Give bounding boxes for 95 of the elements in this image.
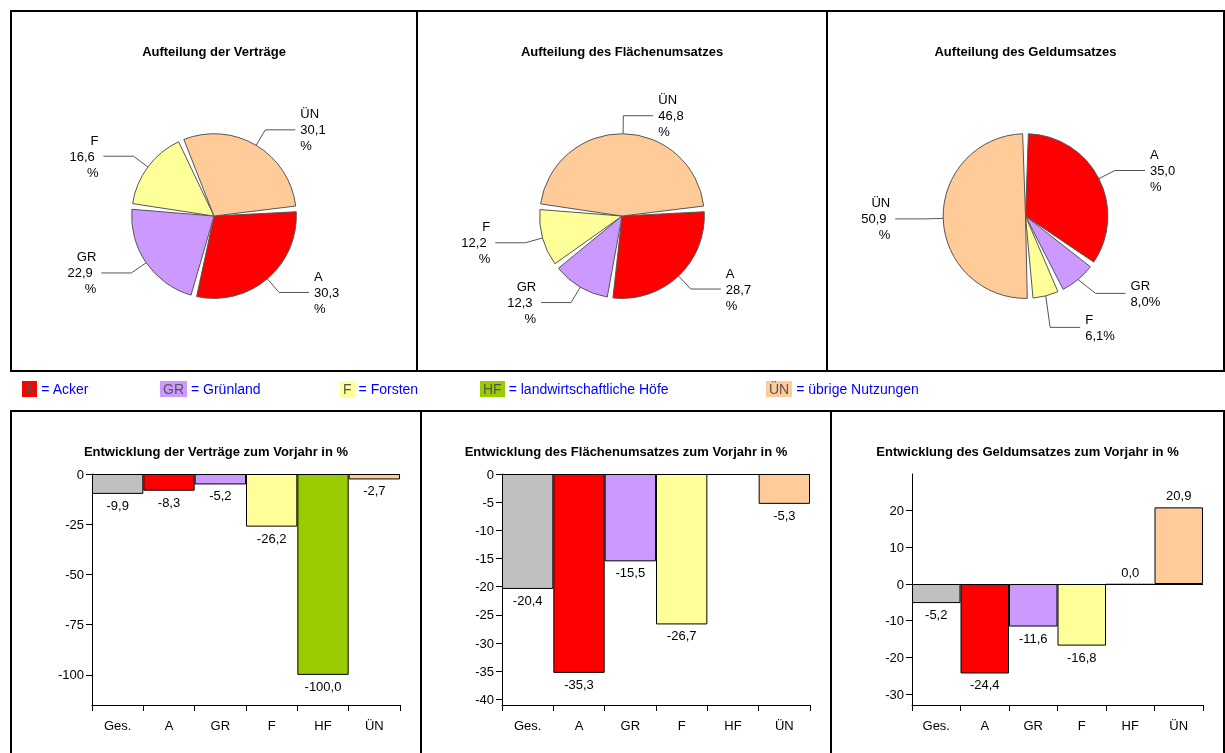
chart-title: Entwicklung der Verträge zum Vorjahr in % (83, 444, 349, 459)
slice-label: ÜN (300, 106, 320, 122)
data-label: 6,1% (1085, 327, 1116, 343)
data-label: 50,9 % (861, 211, 891, 243)
y-tick-label: 0 (76, 466, 84, 482)
chart-title: Aufteilung der Verträge (142, 44, 286, 59)
text: = Forsten (358, 381, 419, 397)
category-label: F (340, 381, 355, 397)
x-tick-label: ÜN (774, 718, 794, 733)
x-tick-label: GR (620, 718, 641, 733)
y-tick-label: 0 (896, 576, 904, 592)
y-tick-label: 10 (889, 539, 904, 555)
x-tick-label: Ges. (513, 718, 542, 733)
y-tick-label: -10 (885, 613, 904, 629)
data-label: -16,8 (1066, 649, 1097, 665)
data-label: 12,3 % (507, 295, 537, 327)
data-label: -5,3 (773, 507, 796, 523)
y-tick-label: -25 (475, 607, 494, 623)
slice-label: GR (1130, 277, 1151, 293)
y-tick-label: -25 (65, 516, 84, 532)
slice-label: ÜN (871, 195, 891, 211)
data-label: 30,1 % (300, 122, 330, 154)
x-tick-label: A (574, 718, 584, 733)
slice-label: ÜN (658, 92, 678, 108)
data-label: -35,3 (564, 676, 594, 692)
x-tick-label: A (980, 718, 990, 733)
text: = landwirtschaftliche Höfe (508, 381, 669, 397)
slice-label: GR (76, 249, 97, 265)
chart-title: Entwicklung des Flächenumsatzes zum Vorjahr in % (464, 444, 788, 459)
slice-label: GR (516, 279, 537, 295)
x-tick-label: F (267, 718, 276, 733)
slice-label: F (482, 219, 491, 235)
data-label: 0,0 (1121, 564, 1140, 580)
x-tick-label: Ges. (103, 718, 132, 733)
x-tick-label: HF (1121, 718, 1139, 733)
category-label: ÜN (766, 381, 793, 397)
y-tick-label: -75 (65, 617, 84, 633)
data-label: -2,7 (363, 483, 386, 499)
data-label: -15,5 (615, 565, 646, 581)
x-tick-label: A (164, 718, 174, 733)
y-tick-label: 20 (889, 503, 904, 519)
data-label: -26,7 (666, 628, 697, 644)
category-label: GR (160, 381, 187, 397)
x-tick-label: F (1077, 718, 1086, 733)
y-tick-label: -10 (475, 522, 494, 538)
y-tick-label: -30 (885, 686, 904, 702)
y-tick-label: -35 (475, 663, 494, 679)
data-label: 12,2 % (461, 235, 491, 267)
y-tick-label: -15 (475, 551, 494, 567)
data-label: -24,4 (969, 677, 1000, 693)
x-tick-label: F (677, 718, 686, 733)
data-label: 28,7 % (725, 281, 755, 313)
text: = Acker (41, 381, 89, 397)
slice-label: A (725, 265, 735, 281)
data-label: 8,0% (1130, 293, 1161, 309)
data-label: 20,9 (1166, 488, 1192, 504)
slice-label: F (1085, 311, 1094, 327)
x-tick-label: ÜN (364, 718, 384, 733)
y-tick-label: -50 (65, 566, 84, 582)
data-label: 46,8 % (658, 108, 688, 140)
category-label: HF (480, 381, 505, 397)
category-label: A (22, 381, 38, 397)
y-tick-label: -30 (475, 635, 494, 651)
y-tick-label: 0 (486, 466, 494, 482)
slice-label: A (1149, 147, 1159, 163)
data-label: -11,6 (1018, 630, 1048, 646)
y-tick-label: -20 (885, 649, 904, 665)
x-tick-label: HF (314, 718, 332, 733)
data-label: -20,4 (512, 592, 543, 608)
x-tick-label: ÜN (1169, 718, 1189, 733)
data-label: -100,0 (304, 678, 342, 694)
data-label: -9,9 (106, 497, 129, 513)
data-label: 22,9 % (67, 265, 97, 297)
chart-title: Aufteilung des Flächenumsatzes (520, 44, 724, 59)
slice-label: F (90, 132, 99, 148)
data-label: -5,2 (209, 488, 232, 504)
data-label: -5,2 (925, 607, 948, 623)
y-tick-label: -40 (475, 691, 494, 707)
data-label: 35,0 % (1149, 163, 1179, 195)
chart-title: Entwicklung des Geldumsatzes zum Vorjahr in % (876, 444, 1180, 459)
x-tick-label: GR (1023, 718, 1043, 733)
text: = übrige Nutzungen (796, 381, 919, 397)
y-tick-label: -5 (482, 494, 494, 510)
text: = Grünland (191, 381, 261, 397)
x-tick-label: GR (210, 718, 231, 733)
y-tick-label: -100 (57, 667, 84, 683)
data-label: -8,3 (157, 494, 181, 510)
x-tick-label: HF (724, 718, 742, 733)
data-label: 30,3 % (314, 284, 343, 316)
y-tick-label: -20 (475, 579, 494, 595)
data-label: -26,2 (256, 530, 287, 546)
chart-title: Aufteilung des Geldumsatzes (934, 44, 1117, 59)
data-label: 16,6 % (69, 148, 99, 180)
x-tick-label: Ges. (922, 718, 950, 733)
slice-label: A (314, 268, 324, 284)
